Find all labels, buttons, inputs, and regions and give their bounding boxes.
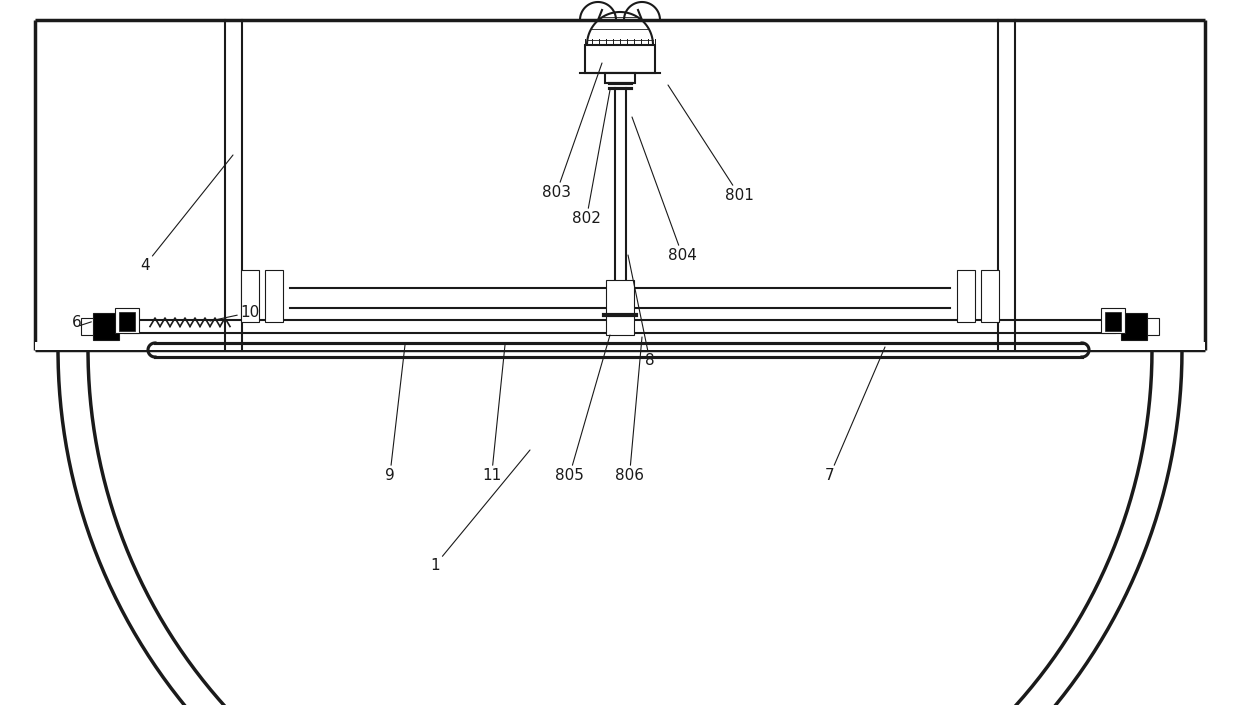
Bar	[265, 270, 283, 322]
Bar	[115, 308, 139, 333]
Text: 6: 6	[72, 315, 82, 330]
Bar	[119, 312, 135, 331]
Bar	[605, 73, 635, 83]
Bar	[1101, 308, 1125, 333]
Text: 10: 10	[210, 305, 259, 321]
Text: 4: 4	[140, 155, 233, 273]
Text: 803: 803	[542, 63, 601, 200]
Bar	[35, 20, 1205, 350]
Bar	[1121, 313, 1147, 340]
Bar	[606, 280, 634, 335]
Text: 9: 9	[384, 345, 405, 483]
Text: 804: 804	[632, 117, 697, 263]
Text: 806: 806	[615, 337, 644, 483]
Bar	[585, 45, 655, 73]
Text: 801: 801	[668, 85, 754, 203]
Bar	[957, 270, 975, 322]
Text: 1: 1	[430, 450, 529, 573]
Text: 7: 7	[825, 347, 885, 483]
Bar	[241, 270, 259, 322]
Text: 805: 805	[556, 335, 610, 483]
Bar	[93, 313, 119, 340]
Text: 11: 11	[482, 345, 505, 483]
Text: 802: 802	[572, 90, 610, 226]
Bar	[981, 270, 999, 322]
Bar	[1105, 312, 1121, 331]
Bar	[81, 318, 93, 335]
Text: 8: 8	[627, 255, 655, 368]
Bar	[1147, 318, 1159, 335]
Bar	[35, 342, 1205, 350]
